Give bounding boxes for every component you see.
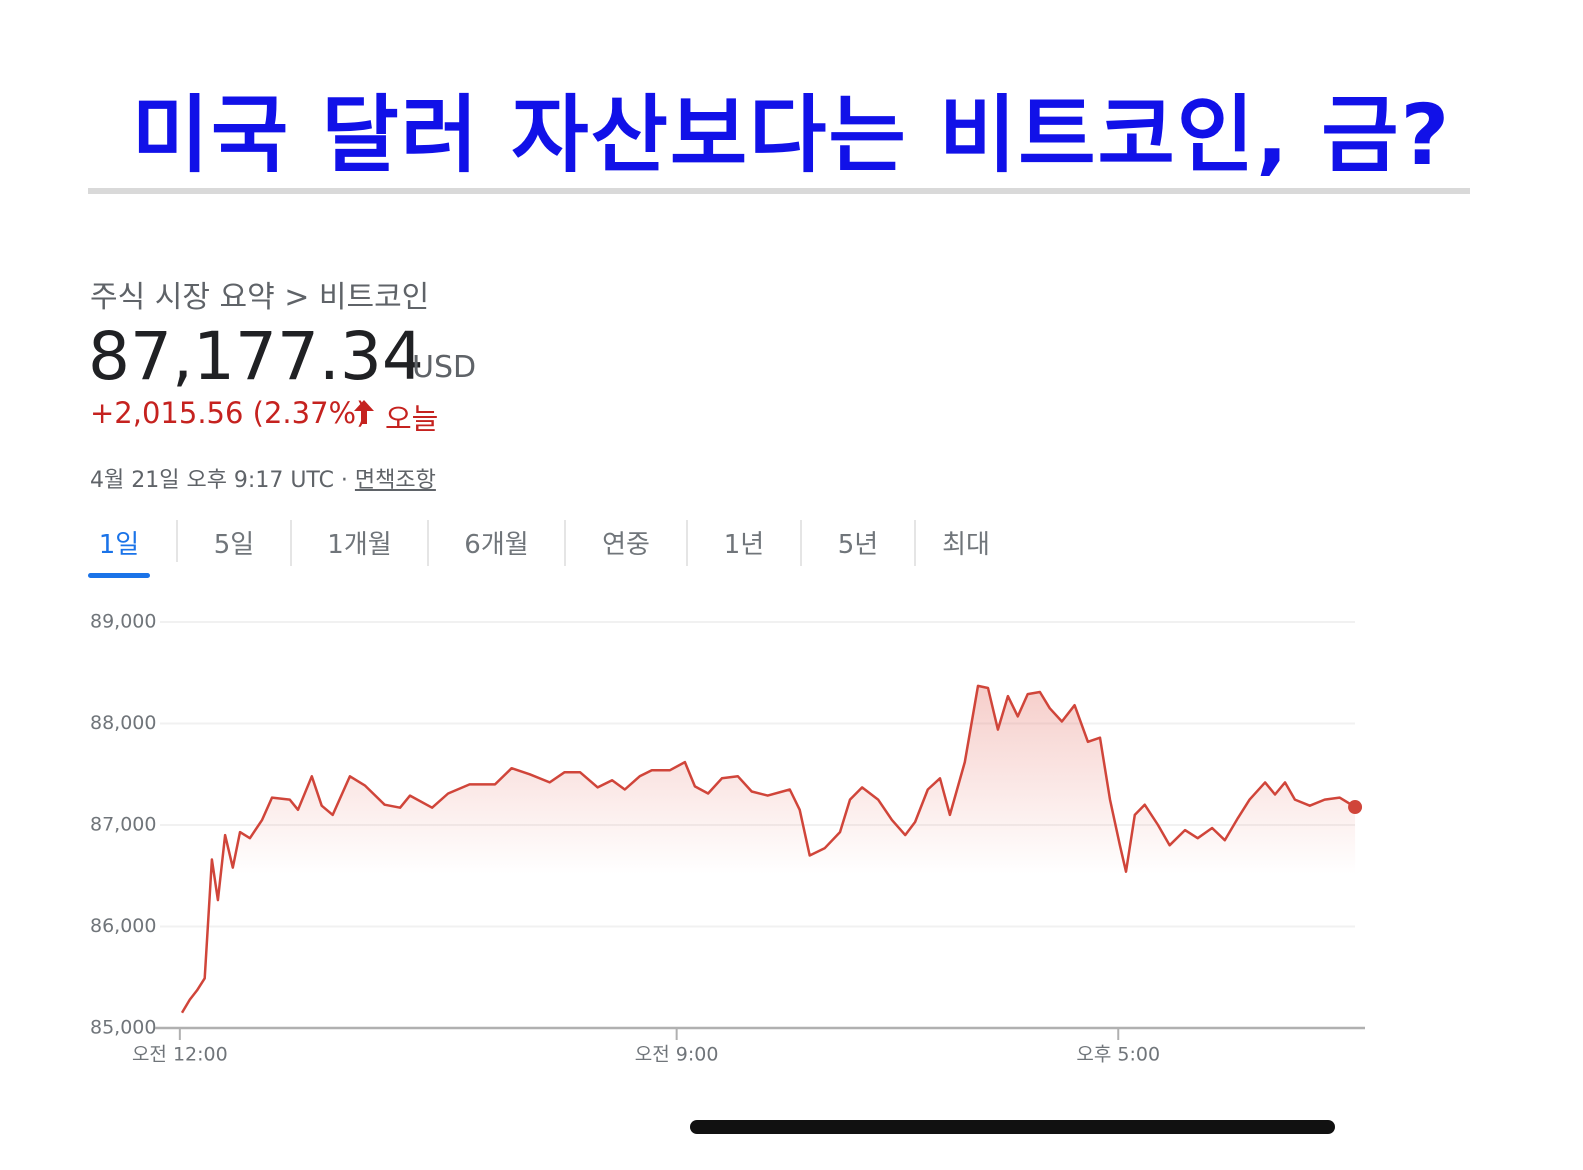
range-tab[interactable]: 5년 [802,520,916,566]
disclaimer-link[interactable]: 면책조항 [354,468,436,493]
last-point [1348,800,1363,815]
home-indicator [690,1120,1335,1134]
x-tick-label: 오전 9:00 [635,1044,719,1066]
y-tick-label: 89,000 [90,611,156,633]
range-tabs: 1일 5일 1개월 6개월 연중 1년 5년 최대 [88,520,1016,578]
range-tab[interactable]: 1년 [688,520,802,566]
range-tab[interactable]: 5일 [178,520,292,566]
x-tick-label: 오후 5:00 [1076,1044,1160,1066]
currency: USD [412,350,477,385]
range-tab[interactable]: 6개월 [429,520,566,566]
range-tab[interactable]: 연중 [566,520,688,566]
period: 오늘 [385,402,439,436]
divider [88,188,1470,194]
range-tab[interactable]: 1개월 [292,520,429,566]
area [182,685,1356,1028]
breadcrumb[interactable]: 주식 시장 요약 > 비트코인 [90,280,430,315]
headline: 미국 달러 자산보다는 비트코인, 금? [131,86,1452,184]
price-line [180,684,1356,1014]
timestamp-row: 4월 21일 오후 9:17 UTC · 면책조항 [90,462,436,494]
y-tick-label: 86,000 [90,915,156,937]
x-tick-label: 오전 12:00 [132,1044,228,1066]
range-tab[interactable]: 1일 [88,520,150,578]
tab-separator [176,520,178,562]
timestamp: 4월 21일 오후 9:17 UTC · [90,468,355,493]
up-arrow [354,400,374,424]
price: 87,177.34 [88,318,424,395]
y-tick-label: 88,000 [90,712,156,734]
price-change: +2,015.56 (2.37%) [90,396,368,430]
range-tab[interactable]: 최대 [942,530,990,560]
y-tick-label: 87,000 [90,814,156,836]
y-tick-label: 85,000 [90,1017,156,1039]
